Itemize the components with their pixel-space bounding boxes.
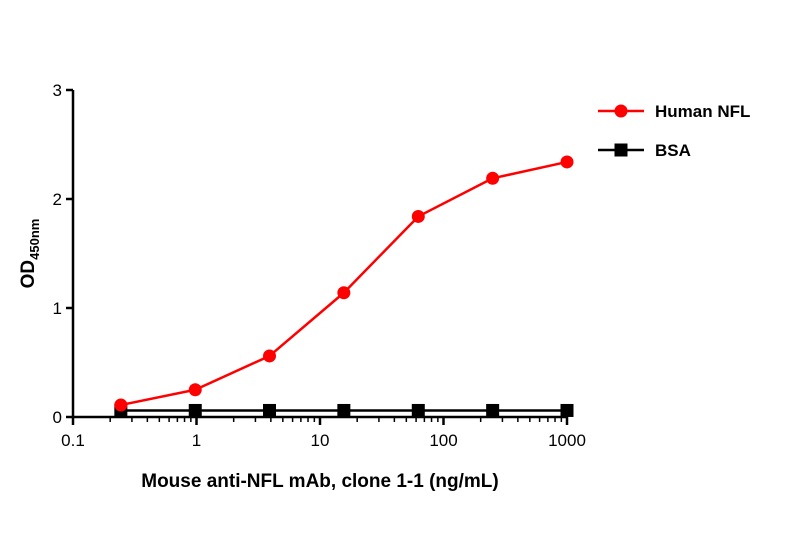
- x-tick-label: 100: [429, 431, 457, 450]
- x-tick-label: 0.1: [61, 431, 85, 450]
- series-human-nfl: [114, 155, 574, 412]
- data-point-human-nfl: [337, 286, 351, 300]
- series-line-human-nfl: [120, 160, 568, 407]
- data-point-bsa: [560, 403, 574, 417]
- data-point-human-nfl: [188, 383, 202, 397]
- data-point-bsa: [188, 403, 202, 417]
- y-axis-title-main: OD: [18, 260, 39, 289]
- y-axis-title-sub: 450nm: [27, 219, 42, 260]
- data-point-human-nfl: [486, 171, 500, 185]
- legend-marker-bsa: [614, 143, 628, 157]
- legend-label-bsa: BSA: [655, 141, 691, 160]
- x-tick-label: 1: [192, 431, 201, 450]
- legend: Human NFL BSA: [598, 102, 750, 160]
- series-bsa: [114, 403, 574, 417]
- x-tick-label: 10: [311, 431, 330, 450]
- legend-item-bsa: BSA: [598, 141, 691, 160]
- legend-item-human-nfl: Human NFL: [598, 102, 750, 121]
- data-point-bsa: [337, 403, 351, 417]
- x-ticks: 0.1 1 10 100 1000: [61, 417, 586, 450]
- y-ticks: 0 1 2 3: [53, 81, 73, 427]
- legend-marker-human-nfl: [614, 104, 628, 118]
- data-point-bsa: [411, 403, 425, 417]
- data-point-human-nfl: [411, 209, 425, 223]
- y-axis-title: OD450nm: [18, 219, 42, 289]
- axes: 0 1 2 3 0.1 1 10 100 1000: [53, 81, 586, 450]
- data-point-bsa: [262, 403, 276, 417]
- data-point-human-nfl: [114, 398, 128, 412]
- y-tick-label: 0: [53, 408, 62, 427]
- y-tick-label: 3: [53, 81, 62, 100]
- x-axis-title: Mouse anti-NFL mAb, clone 1-1 (ng/mL): [141, 471, 499, 492]
- data-point-bsa: [486, 403, 500, 417]
- series-layer: [114, 155, 574, 417]
- data-point-human-nfl: [560, 155, 574, 169]
- legend-label-human-nfl: Human NFL: [655, 102, 750, 121]
- y-tick-label: 1: [53, 299, 62, 318]
- data-point-human-nfl: [262, 349, 276, 363]
- x-tick-label: 1000: [548, 431, 586, 450]
- y-tick-label: 2: [53, 190, 62, 209]
